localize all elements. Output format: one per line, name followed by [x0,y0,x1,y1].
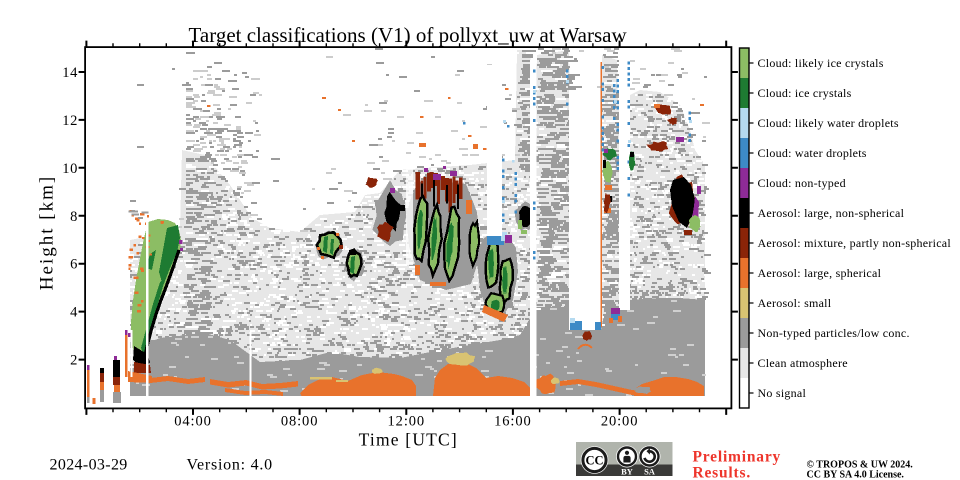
svg-text:Time [UTC]: Time [UTC] [359,430,458,450]
svg-text:Cloud: non-typed: Cloud: non-typed [758,176,846,190]
svg-text:No signal: No signal [758,386,807,400]
svg-text:Height [km]: Height [km] [37,175,58,290]
svg-text:12: 12 [62,113,78,129]
svg-text:CC BY SA 4.0 License.: CC BY SA 4.0 License. [807,470,905,480]
svg-text:6: 6 [70,257,78,273]
svg-text:Cloud: water droplets: Cloud: water droplets [758,146,867,160]
svg-text:20:00: 20:00 [601,414,639,430]
svg-text:Results.: Results. [693,465,752,480]
svg-text:10: 10 [62,161,78,177]
svg-text:2: 2 [70,353,78,369]
svg-text:Clean atmosphere: Clean atmosphere [758,356,848,370]
svg-text:Aerosol: mixture, partly non-s: Aerosol: mixture, partly non-spherical [758,236,952,250]
svg-text:Cloud: likely water droplets: Cloud: likely water droplets [758,116,899,130]
svg-text:Version: 4.0: Version: 4.0 [187,457,273,474]
svg-text:4: 4 [70,305,78,321]
svg-text:14: 14 [62,65,78,81]
svg-text:08:00: 08:00 [281,414,319,430]
svg-text:© TROPOS & UW 2024.: © TROPOS & UW 2024. [807,460,914,471]
svg-text:16:00: 16:00 [494,414,532,430]
svg-text:12:00: 12:00 [388,414,426,430]
svg-text:Cloud: likely ice crystals: Cloud: likely ice crystals [758,56,884,70]
svg-text:BY: BY [621,467,633,477]
svg-text:Preliminary: Preliminary [693,449,782,466]
svg-text:Cloud: ice crystals: Cloud: ice crystals [758,86,852,100]
svg-text:Non-typed particles/low conc.: Non-typed particles/low conc. [758,326,910,340]
svg-text:Aerosol: small: Aerosol: small [758,296,832,310]
svg-text:CC: CC [585,454,603,468]
svg-text:SA: SA [644,467,656,477]
svg-text:04:00: 04:00 [174,414,212,430]
svg-text:2024-03-29: 2024-03-29 [50,457,128,474]
svg-text:Aerosol: large, spherical: Aerosol: large, spherical [758,266,882,280]
svg-text:Target classifications (V1) of: Target classifications (V1) of pollyxt_u… [189,23,628,47]
svg-text:8: 8 [70,209,78,225]
svg-text:Aerosol: large, non-spherical: Aerosol: large, non-spherical [758,206,905,220]
